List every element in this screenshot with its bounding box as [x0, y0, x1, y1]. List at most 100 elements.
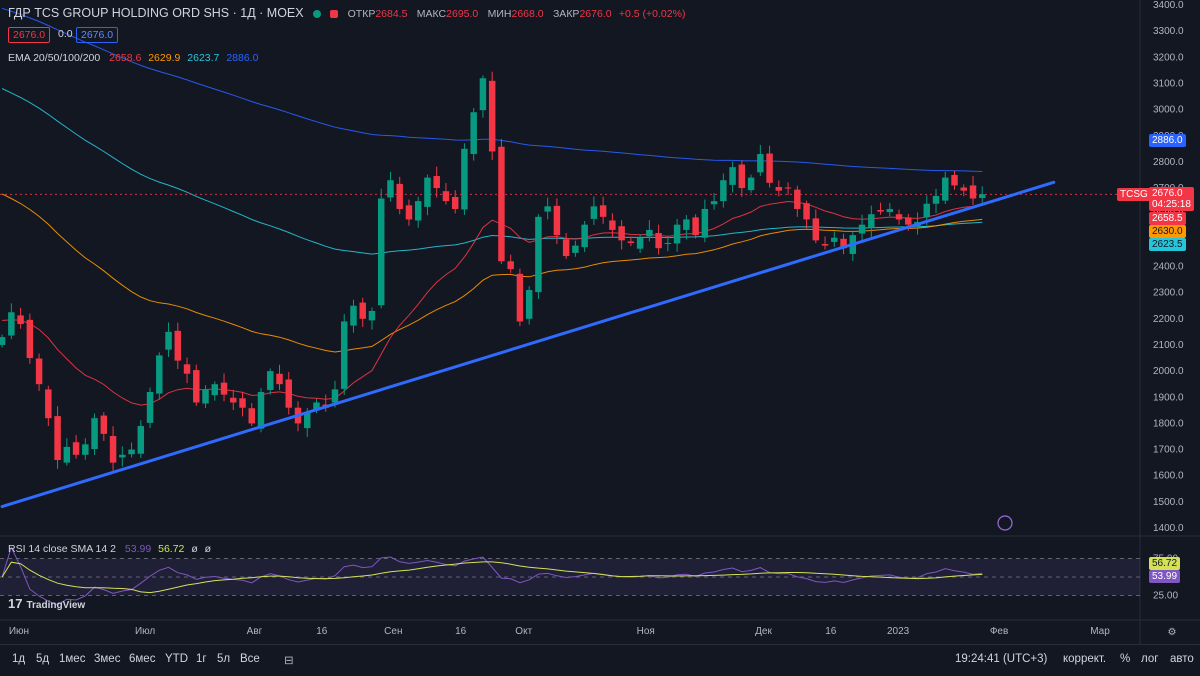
rsi-sma-line — [1, 561, 983, 594]
percent-toggle[interactable]: % — [1120, 653, 1131, 665]
adjust-toggle[interactable]: коррект. — [1063, 653, 1107, 665]
y-tick-label: 2400.0 — [1153, 262, 1184, 273]
x-tick-label: 16 — [825, 626, 837, 637]
high-value: 2695.0 — [446, 8, 479, 20]
rsi-label: RSI 14 close SMA 14 2 — [8, 543, 116, 555]
candle-body — [451, 196, 459, 209]
ema-label: EMA 20/50/100/200 — [8, 52, 101, 64]
ema50-tag: 2630.0 — [1149, 225, 1186, 238]
candle-body — [230, 397, 237, 403]
candle-body — [128, 449, 135, 455]
tradingview-logo[interactable]: 17 TradingView — [8, 596, 85, 611]
low-label: МИН — [487, 8, 512, 20]
candle-body — [553, 205, 561, 236]
candle-body — [156, 355, 163, 394]
candle-body — [285, 379, 292, 408]
clock[interactable]: 19:24:41 (UTC+3) — [955, 653, 1048, 665]
candle-body — [979, 194, 986, 198]
range-1d[interactable]: 1д — [12, 653, 26, 665]
candle-body — [146, 392, 154, 423]
alert-icon[interactable] — [330, 9, 339, 18]
x-tick-label: 2023 — [887, 626, 910, 637]
candle-body — [646, 229, 653, 237]
candle-body — [590, 206, 598, 219]
date-range-icon[interactable]: ⊟ — [284, 655, 294, 667]
y-tick-label: 1600.0 — [1153, 471, 1184, 482]
x-tick-label: Июн — [9, 626, 29, 637]
candle-body — [248, 408, 255, 424]
y-tick-label: 1700.0 — [1153, 445, 1184, 456]
candle-body — [54, 416, 61, 461]
y-tick-label: 1400.0 — [1153, 523, 1184, 534]
ema200-tag: 2886.0 — [1149, 134, 1186, 147]
sell-price[interactable]: 2676.0 — [8, 27, 51, 43]
candle-body — [627, 241, 635, 243]
y-tick-label: 1500.0 — [1153, 497, 1184, 508]
candle-body — [766, 153, 773, 183]
auto-toggle[interactable]: авто — [1170, 653, 1194, 665]
candle-body — [8, 312, 15, 336]
replay-icon — [997, 515, 1013, 531]
candle-body — [794, 189, 801, 209]
candle-body — [599, 205, 607, 217]
candle-body — [257, 392, 265, 429]
x-tick-label: Окт — [515, 626, 532, 637]
log-toggle[interactable]: лог — [1141, 653, 1159, 665]
range-1m[interactable]: 1мес — [59, 653, 86, 665]
ema50-value: 2629.9 — [148, 52, 181, 64]
candle-body — [535, 216, 542, 293]
candle-body — [673, 224, 681, 244]
range-all[interactable]: Все — [240, 653, 260, 665]
candle-body — [636, 237, 644, 249]
x-tick-label: Мар — [1090, 626, 1110, 637]
change-value: +0.5 (+0.02%) — [618, 8, 686, 20]
x-tick-label: Ноя — [637, 626, 655, 637]
x-tick-label: 16 — [316, 626, 328, 637]
rsi-legend[interactable]: RSI 14 close SMA 14 2 53.99 56.72 ø ø — [8, 543, 211, 555]
range-6m[interactable]: 6мес — [129, 653, 156, 665]
rsi-sma-tag: 56.72 — [1149, 557, 1181, 570]
buy-price[interactable]: 2676.0 — [76, 27, 119, 43]
x-tick-label: Фев — [990, 626, 1008, 637]
candle-body — [692, 217, 699, 236]
spread: 0.0 — [58, 28, 73, 40]
bar-countdown: 04:25:18 — [1152, 199, 1191, 210]
y-tick-label: 2100.0 — [1153, 340, 1184, 351]
candle-body — [655, 233, 662, 249]
ema100-tag: 2623.5 — [1149, 238, 1186, 251]
market-status-icon — [312, 9, 321, 18]
candle-body — [683, 219, 690, 230]
candle-body — [951, 174, 958, 186]
candle-body — [479, 78, 487, 111]
close-label: ЗАКР — [552, 8, 580, 20]
ema20-value: 2658.6 — [109, 52, 142, 64]
candle-body — [276, 373, 283, 385]
range-5y[interactable]: 5л — [217, 653, 231, 665]
candle-body — [775, 187, 783, 191]
candle-body — [877, 210, 884, 212]
candle-body — [405, 205, 413, 220]
candle-body — [701, 208, 709, 238]
symbol-title[interactable]: ГДР TCS GROUP HOLDING ORD SHS · 1Д · MOE… — [8, 6, 304, 20]
range-1y[interactable]: 1г — [196, 653, 207, 665]
candle-body — [377, 198, 385, 306]
y-tick-label: 1900.0 — [1153, 392, 1184, 403]
x-tick-label: Дек — [755, 626, 772, 637]
symbol-tag: TCSG — [1117, 188, 1151, 201]
range-ytd[interactable]: YTD — [165, 653, 188, 665]
candle-body — [812, 218, 820, 241]
range-5d[interactable]: 5д — [36, 653, 50, 665]
candle-body — [609, 220, 616, 230]
candle-body — [433, 176, 440, 189]
candle-body — [858, 224, 866, 234]
candle-body — [747, 177, 755, 191]
ema-legend[interactable]: EMA 20/50/100/200 2658.6 2629.9 2623.7 2… — [8, 52, 258, 64]
candle-body — [840, 238, 847, 249]
candle-body — [313, 402, 320, 411]
candle-body — [757, 154, 764, 173]
candle-body — [174, 330, 182, 361]
range-3m[interactable]: 3мес — [94, 653, 121, 665]
candle-body — [803, 203, 810, 220]
y-tick-label: 2300.0 — [1153, 288, 1184, 299]
